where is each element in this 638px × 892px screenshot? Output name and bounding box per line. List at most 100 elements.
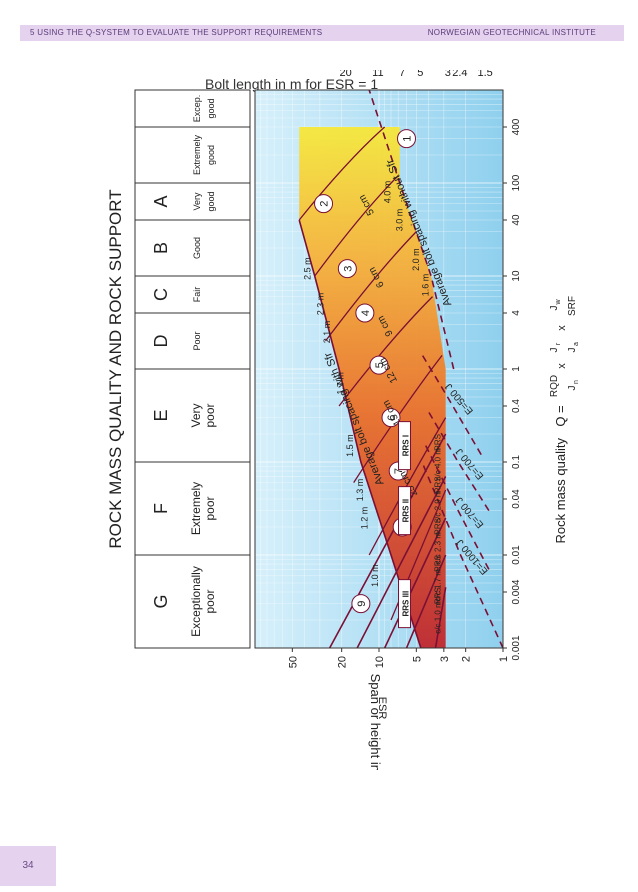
page-number: 34: [0, 846, 56, 886]
series-line: [328, 433, 447, 648]
formula-rqd: RQD: [549, 375, 560, 397]
class-letter: E: [151, 409, 171, 421]
rrs-class-box: [398, 579, 412, 629]
support-boundary: [353, 355, 443, 483]
support-category-circle: [351, 594, 371, 614]
bolt-length-tick: 3: [445, 70, 451, 79]
formula-jn-sub: n: [573, 380, 580, 384]
support-category-number: 6: [386, 415, 398, 421]
x-tick-label: 0.001: [511, 635, 522, 660]
bolt-length-axis-title: Bolt length in m for ESR = 1: [205, 76, 379, 92]
class-desc: Very: [192, 192, 202, 211]
series-line: [425, 445, 490, 570]
bolt-spacing-sfr-label: 1.0 m: [370, 564, 380, 587]
y-tick-label: 10: [374, 656, 386, 668]
support-category-circle: [397, 129, 417, 149]
y-tick-label: 1: [498, 656, 510, 662]
rrs-spacing-label: c/c 1.0 m: [433, 601, 442, 634]
class-desc: Exceptionally: [189, 566, 203, 637]
rrs-label: RRS: [433, 587, 442, 604]
class-letter: A: [151, 195, 171, 207]
support-category-circle: [369, 355, 389, 375]
formula-x2: x: [556, 325, 568, 331]
class-desc: Excep.: [192, 95, 202, 123]
series-line: [421, 461, 503, 648]
bolt-spacing-nosfr-label: 3.0 m: [395, 209, 405, 232]
bolt-spacing-sfr-label: 2.1 m: [322, 321, 332, 344]
y-tick-label: 2: [461, 656, 473, 662]
class-letter: D: [151, 335, 171, 348]
formula-prefix: Q =: [553, 405, 568, 426]
support-boundary: [314, 175, 399, 277]
q-system-chart: ROCK MASS QUALITY AND ROCK SUPPORT G Excep…: [95, 67, 595, 786]
y-tick-label: 50: [287, 656, 299, 668]
class-desc: good: [206, 145, 216, 165]
support-boundary: [324, 231, 417, 342]
series-line: [434, 587, 447, 648]
x-tick-label: 40: [511, 214, 522, 226]
class-letter: F: [151, 503, 171, 514]
bolt-spacing-sfr-label: 1.2 m: [359, 507, 369, 530]
header-left: 5 USING THE Q-SYSTEM TO EVALUATE THE SUP…: [30, 28, 323, 37]
y-axis-label-denominator: ESR: [376, 697, 388, 720]
rrs-spacing-label: c/c 1.7 m: [433, 569, 442, 602]
support-category-number: 7: [393, 468, 405, 474]
bolt-spacing-nosfr-label: 4.0 m: [382, 181, 392, 204]
series-line: [405, 554, 447, 648]
support-category-circle: [314, 194, 334, 214]
support-category-number: 4: [360, 310, 372, 316]
bolt-length-tick: 7: [399, 70, 405, 79]
formula-jw-sub: w: [555, 299, 562, 306]
x-tick-label: 4: [511, 310, 522, 316]
page-header: 5 USING THE Q-SYSTEM TO EVALUATE THE SUP…: [20, 25, 624, 41]
x-tick-label: 0.1: [511, 455, 522, 469]
rrs-class-label: RRS I: [402, 435, 411, 456]
x-tick-label: 400: [511, 118, 522, 135]
formula-x1: x: [556, 363, 568, 369]
bolt-spacing-sfr-label: 1.7 m: [335, 372, 345, 395]
bolt-length-tick: 5: [417, 70, 423, 79]
bolt-spacing-nosfr-label: 1.6 m: [421, 274, 431, 297]
formula-srf: SRF: [567, 296, 578, 316]
rrs-label: RRS: [433, 476, 442, 493]
class-letter: G: [151, 594, 171, 608]
rrs-class-box: [398, 421, 412, 471]
formula-jr-sub: r: [555, 342, 562, 345]
formula-jn: J: [567, 386, 578, 391]
chart-svg: ROCK MASS QUALITY AND ROCK SUPPORT G Excep…: [106, 67, 580, 786]
support-category-circle: [381, 408, 401, 428]
rrs-spacing-label: c/c 2.3 m: [433, 532, 442, 565]
bolt-length-tick: 2.4: [452, 70, 467, 79]
rrs-label: RRS: [433, 518, 442, 535]
class-desc: Fair: [192, 287, 202, 303]
y-tick-label: 3: [439, 656, 451, 662]
support-boundary: [298, 126, 386, 221]
chart-title: ROCK MASS QUALITY AND ROCK SUPPORT: [106, 189, 125, 548]
support-category-number: 3: [342, 266, 354, 272]
support-category-number: 2: [319, 201, 331, 207]
series-line: [420, 352, 482, 456]
header-right: NORWEGIAN GEOTECHNICAL INSTITUTE: [427, 28, 596, 37]
class-desc: good: [206, 191, 216, 211]
support-category-circle: [337, 259, 357, 279]
series-line: [383, 517, 447, 648]
rrs-spacing-label: c/c 4.0 m: [433, 448, 442, 481]
series-line: [356, 476, 447, 648]
x-tick-label: 0.4: [511, 399, 522, 413]
class-desc: poor: [203, 589, 217, 613]
series-line: [427, 410, 490, 512]
class-desc: good: [206, 98, 216, 118]
class-desc: poor: [203, 496, 217, 520]
x-tick-label: 1: [511, 366, 522, 372]
series-line: [298, 219, 422, 648]
class-desc: Extremely: [189, 482, 203, 535]
rrs-class-label: RRS II: [402, 499, 411, 523]
bolt-spacing-sfr-label: 2.5 m: [303, 257, 313, 280]
x-axis-label: Rock mass quality: [553, 438, 568, 544]
support-category-circle: [355, 303, 375, 323]
rrs-label: RRS: [433, 434, 442, 451]
support-category-number: 1: [402, 136, 414, 142]
x-tick-label: 10: [511, 270, 522, 282]
support-boundary: [338, 296, 434, 407]
formula-ja: J: [567, 348, 578, 353]
